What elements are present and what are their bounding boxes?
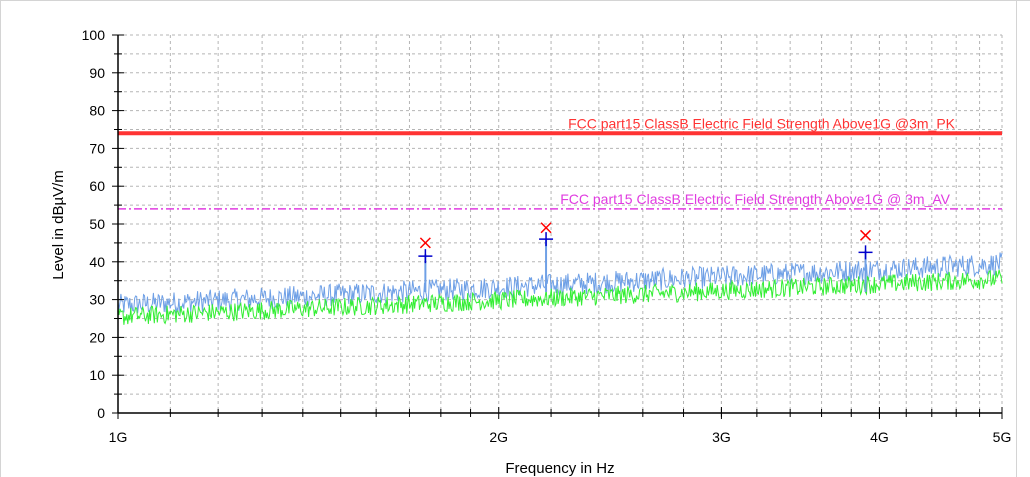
spikes: [424, 239, 867, 293]
frame-border-top: [0, 0, 1030, 1]
y-tick-label: 90: [89, 65, 105, 81]
x-tick-label: 3G: [712, 429, 731, 445]
peak-marker: [419, 237, 431, 249]
y-tick-label: 60: [89, 178, 105, 194]
grid: [118, 34, 1003, 413]
avg-marker: [858, 245, 873, 260]
x-tick-label: 5G: [993, 429, 1012, 445]
noise-bands: [117, 252, 1003, 325]
frame-border-right: [1016, 0, 1017, 477]
frame-border-left: [0, 0, 1, 477]
x-tick-label: 1G: [109, 429, 128, 445]
avg-marker: [539, 232, 554, 247]
y-axis-title: Level in dBµV/m: [50, 170, 67, 280]
markers: [418, 222, 873, 264]
y-tick-label: 70: [89, 140, 105, 156]
axes: 0 10 20 30 40 50 60 70 80 90 100 1G 2G 3G 4G 5G: [82, 27, 1012, 445]
x-axis-title: Frequency in Hz: [505, 460, 614, 477]
y-tick-label: 10: [89, 367, 105, 383]
limit-label-pk: FCC part15 ClassB Electric Field Strengt…: [568, 115, 956, 131]
limit-lines: FCC part15 ClassB Electric Field Strengt…: [118, 115, 1002, 210]
x-tick-label: 4G: [870, 429, 889, 445]
series-band-1: [117, 269, 1003, 325]
y-tick-label: 80: [89, 103, 105, 119]
y-tick-label: 20: [89, 329, 105, 345]
y-tick-label: 30: [89, 292, 105, 308]
limit-label-av: FCC part15 ClassB Electric Field Strengt…: [560, 191, 950, 207]
y-tick-label: 100: [82, 27, 106, 43]
peak-marker: [859, 229, 872, 241]
avg-marker: [418, 249, 433, 264]
x-tick-label: 2G: [489, 429, 508, 445]
y-tick-label: 40: [89, 254, 105, 270]
peak-marker: [540, 222, 552, 234]
y-tick-label: 50: [89, 216, 105, 232]
y-tick-label: 0: [97, 405, 105, 421]
